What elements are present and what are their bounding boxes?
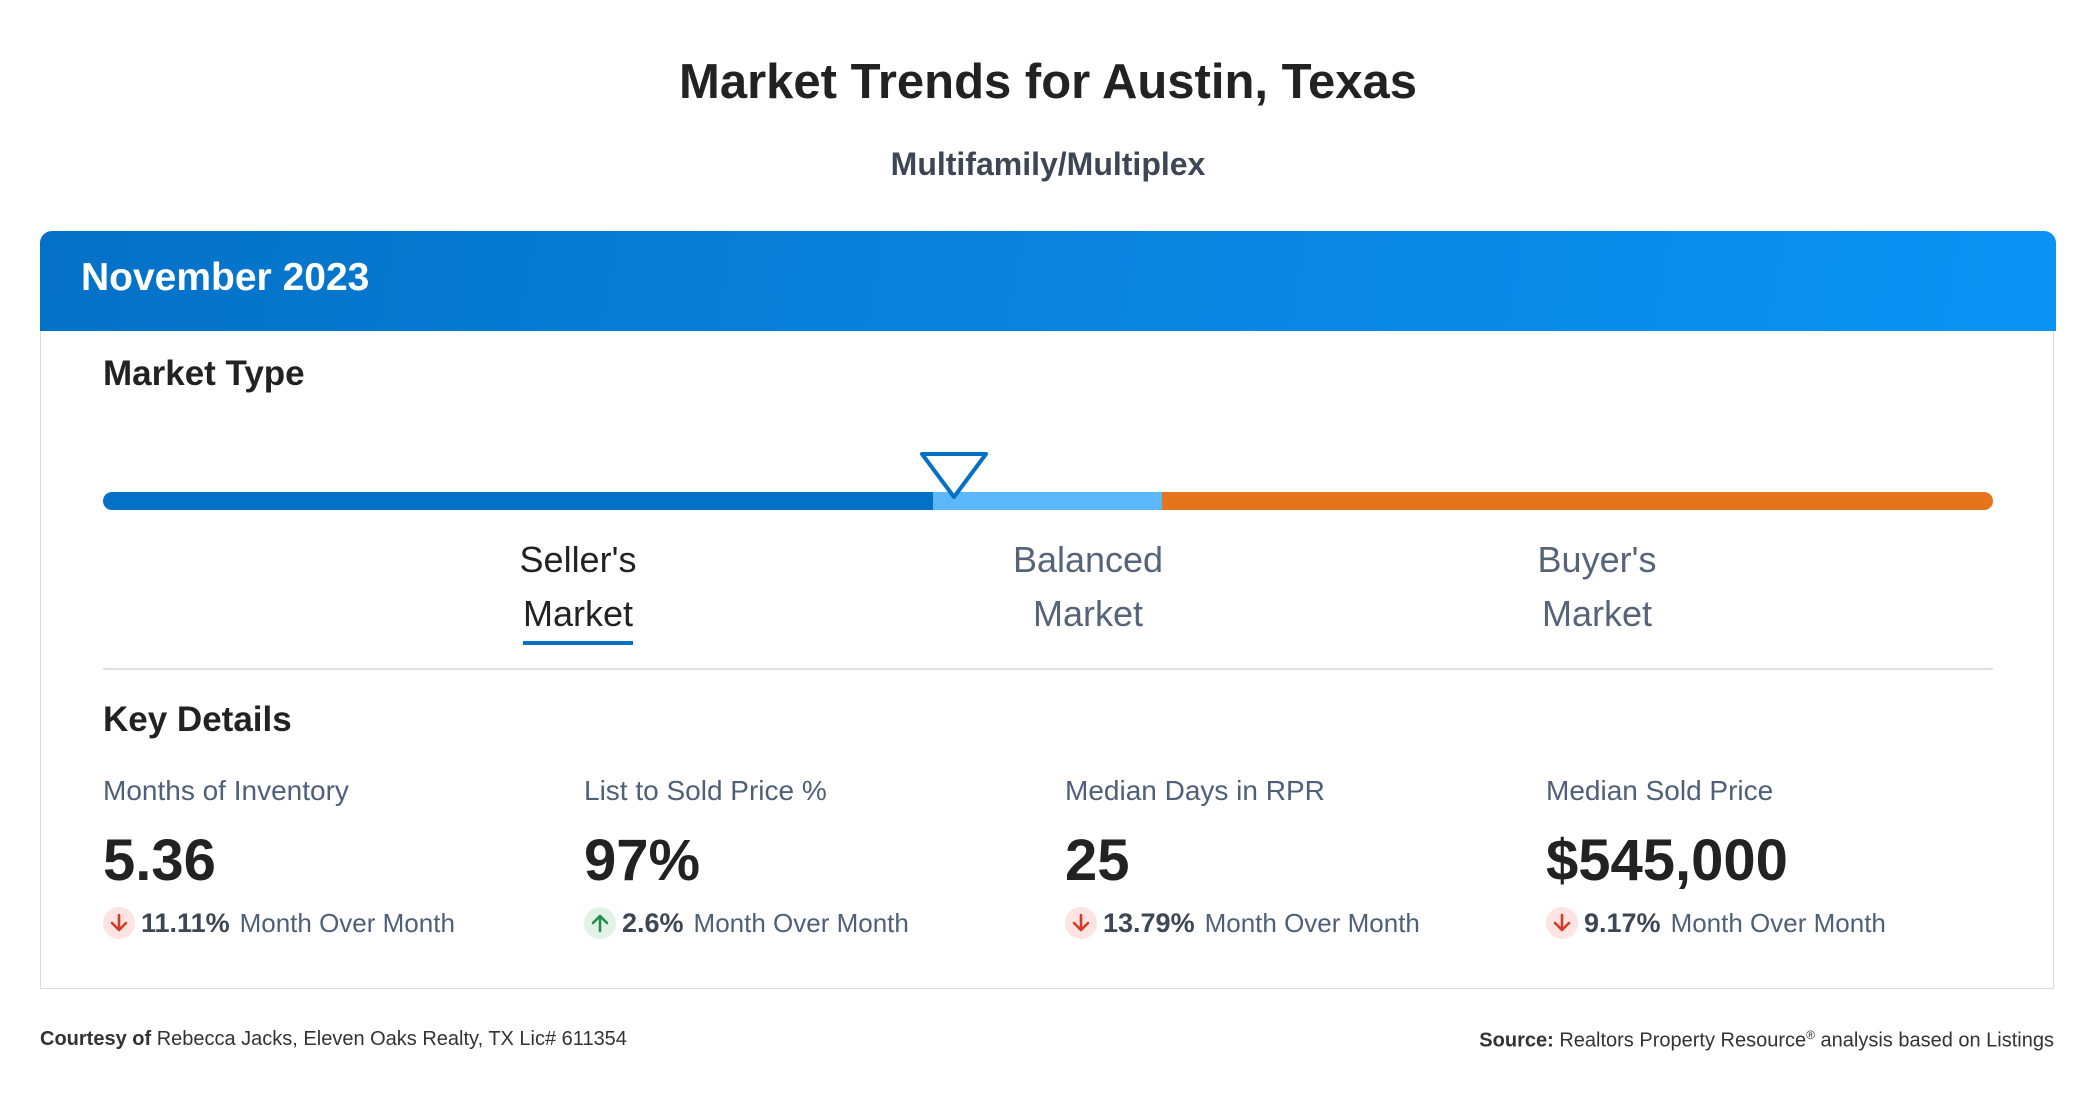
change-percent: 2.6% (622, 907, 684, 938)
seller-market-segment (103, 492, 933, 510)
change-period-label: Month Over Month (693, 907, 909, 938)
arrow-up-icon (584, 907, 616, 939)
change-percent: 11.11% (141, 907, 230, 938)
courtesy-label: Courtesy of (40, 1028, 152, 1050)
arrow-down-icon (1065, 907, 1097, 939)
market-type-heading: Market Type (103, 354, 305, 393)
change-period-label: Month Over Month (1204, 907, 1420, 938)
metric-change: 2.6% Month Over Month (584, 905, 1024, 941)
metric-label: Median Days in RPR (1065, 775, 1325, 806)
page-subtitle: Multifamily/Multiplex (890, 146, 1206, 182)
metric-label: Median Sold Price (1546, 775, 1774, 806)
arrow-down-icon (1546, 907, 1578, 939)
buyer-market-label[interactable]: Buyer's Market (1447, 533, 1747, 641)
card-header: November 2023 (40, 231, 2056, 331)
balanced-market-segment (933, 492, 1162, 510)
change-percent: 13.79% (1103, 907, 1195, 938)
metric-months-of-inventory: Months of Inventory 5.36 11.11% Month Ov… (103, 771, 543, 941)
source-name: Realtors Property Resource (1559, 1029, 1807, 1052)
metric-change: 11.11% Month Over Month (103, 905, 543, 941)
market-type-bar (103, 492, 1993, 510)
seller-market-label[interactable]: Seller's Market (428, 533, 728, 645)
change-percent: 9.17% (1584, 907, 1661, 938)
metric-value: 97% (584, 828, 701, 893)
period-title: November 2023 (81, 256, 370, 299)
metric-value: 5.36 (103, 828, 216, 893)
change-period-label: Month Over Month (1670, 907, 1886, 938)
buyer-market-label-line1: Buyer's (1537, 539, 1657, 580)
seller-market-label-line1: Seller's (519, 539, 637, 580)
metric-list-to-sold-price: List to Sold Price % 97% 2.6% Month Over… (584, 771, 1024, 941)
balanced-market-label-line1: Balanced (1012, 539, 1164, 580)
source-label: Source: (1479, 1029, 1554, 1052)
metric-change: 9.17% Month Over Month (1546, 905, 1986, 941)
change-period-label: Month Over Month (239, 907, 455, 938)
buyer-market-segment (1162, 492, 1993, 510)
metric-label: List to Sold Price % (584, 775, 827, 806)
metric-median-sold-price: Median Sold Price $545,000 9.17% Month O… (1546, 771, 1986, 941)
source-credit: Source: Realtors Property Resource® anal… (1479, 1028, 2054, 1053)
courtesy-credit: Courtesy of Rebecca Jacks, Eleven Oaks R… (40, 1028, 627, 1051)
metric-label: Months of Inventory (103, 775, 349, 806)
source-suffix: analysis based on Listings (1820, 1029, 2054, 1052)
arrow-down-icon (103, 907, 135, 939)
balanced-market-label-line2: Market (1032, 593, 1144, 634)
balanced-market-label[interactable]: Balanced Market (938, 533, 1238, 641)
metric-change: 13.79% Month Over Month (1065, 905, 1505, 941)
courtesy-text: Rebecca Jacks, Eleven Oaks Realty, TX Li… (156, 1028, 627, 1050)
metric-median-days-in-rpr: Median Days in RPR 25 13.79% Month Over … (1065, 771, 1505, 941)
buyer-market-label-line2: Market (1541, 593, 1653, 634)
section-divider (103, 668, 1993, 670)
page-title: Market Trends for Austin, Texas (679, 55, 1417, 109)
seller-market-label-line2: Market (522, 587, 634, 645)
key-details-heading: Key Details (103, 700, 292, 739)
registered-mark: ® (1806, 1028, 1815, 1042)
market-trends-card: November 2023 Market Type Seller's Marke… (40, 231, 2056, 989)
down-triangle-pointer-icon (920, 452, 988, 499)
metric-value: 25 (1065, 828, 1130, 893)
metric-value: $545,000 (1546, 828, 1788, 893)
